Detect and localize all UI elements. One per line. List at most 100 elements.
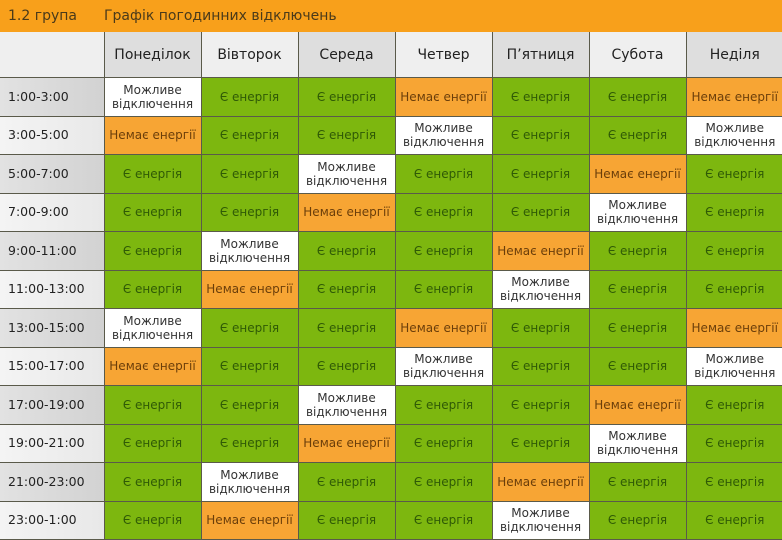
status-cell-yes: Є енергія (394, 423, 493, 463)
status-cell-no: Немає енергії (491, 462, 590, 502)
table-row: 11:00-13:00 Є енергія Немає енергії Є енерг… (0, 269, 782, 309)
status-cell-no: Немає енергії (200, 500, 299, 540)
group-label: 1.2 група (8, 8, 77, 24)
time-slot: 19:00-21:00 (0, 423, 105, 463)
status-cell-no: Немає енергії (394, 308, 493, 348)
status-cell-yes: Є енергія (588, 308, 687, 348)
status-cell-yes: Є енергія (103, 154, 202, 194)
table-row: 23:00-1:00 Є енергія Немає енергії Є енергі… (0, 500, 782, 540)
status-cell-no: Немає енергії (103, 115, 202, 155)
status-cell-maybe: Можливе відключення (588, 192, 687, 232)
status-cell-no: Немає енергії (491, 231, 590, 271)
status-cell-yes: Є енергія (491, 77, 590, 117)
status-cell-yes: Є енергія (200, 154, 299, 194)
status-cell-yes: Є енергія (685, 385, 782, 425)
time-slot: 21:00-23:00 (0, 462, 105, 502)
table-row: 19:00-21:00 Є енергія Є енергія Немає енерг… (0, 423, 782, 463)
schedule-body: 1:00-3:00 Можливе відключення Є енергія Є е… (0, 77, 782, 540)
time-slot: 11:00-13:00 (0, 269, 105, 309)
corner-cell (0, 32, 105, 78)
time-slot: 7:00-9:00 (0, 192, 105, 232)
status-cell-yes: Є енергія (200, 308, 299, 348)
status-cell-yes: Є енергія (200, 423, 299, 463)
status-cell-yes: Є енергія (685, 500, 782, 540)
status-cell-yes: Є енергія (103, 192, 202, 232)
status-cell-yes: Є енергія (491, 154, 590, 194)
status-cell-no: Немає енергії (297, 423, 396, 463)
table-row: 17:00-19:00 Є енергія Є енергія Можливе від… (0, 385, 782, 425)
day-header: П’ятниця (491, 32, 590, 78)
table-row: 1:00-3:00 Можливе відключення Є енергія Є е… (0, 77, 782, 117)
time-slot: 9:00-11:00 (0, 231, 105, 271)
header-row: Понеділок Вівторок Середа Четвер П’ятниця Суб… (0, 32, 782, 78)
status-cell-yes: Є енергія (297, 462, 396, 502)
status-cell-yes: Є енергія (491, 423, 590, 463)
time-slot: 17:00-19:00 (0, 385, 105, 425)
day-header: Середа (297, 32, 396, 78)
table-row: 15:00-17:00 Немає енергії Є енергія Є енерг… (0, 346, 782, 386)
status-cell-yes: Є енергія (297, 115, 396, 155)
status-cell-yes: Є енергія (588, 346, 687, 386)
status-cell-yes: Є енергія (588, 500, 687, 540)
status-cell-yes: Є енергія (588, 115, 687, 155)
status-cell-yes: Є енергія (103, 269, 202, 309)
status-cell-yes: Є енергія (394, 462, 493, 502)
status-cell-yes: Є енергія (685, 231, 782, 271)
title-bar: 1.2 група Графік погодинних відключень (0, 0, 782, 32)
time-slot: 13:00-15:00 (0, 308, 105, 348)
status-cell-maybe: Можливе відключення (200, 462, 299, 502)
status-cell-yes: Є енергія (103, 500, 202, 540)
time-slot: 1:00-3:00 (0, 77, 105, 117)
table-row: 7:00-9:00 Є енергія Є енергія Немає енергії… (0, 192, 782, 232)
day-header: Четвер (394, 32, 493, 78)
status-cell-yes: Є енергія (394, 385, 493, 425)
status-cell-maybe: Можливе відключення (103, 77, 202, 117)
status-cell-yes: Є енергія (685, 154, 782, 194)
status-cell-maybe: Можливе відключення (297, 385, 396, 425)
status-cell-maybe: Можливе відключення (491, 500, 590, 540)
status-cell-yes: Є енергія (394, 231, 493, 271)
day-header: Понеділок (103, 32, 202, 78)
time-slot: 5:00-7:00 (0, 154, 105, 194)
schedule-table: Понеділок Вівторок Середа Четвер П’ятниця Суб… (0, 32, 782, 540)
status-cell-yes: Є енергія (685, 192, 782, 232)
status-cell-no: Немає енергії (685, 77, 782, 117)
status-cell-maybe: Можливе відключення (103, 308, 202, 348)
time-slot: 15:00-17:00 (0, 346, 105, 386)
day-header: Неділя (685, 32, 782, 78)
status-cell-yes: Є енергія (394, 269, 493, 309)
table-row: 13:00-15:00 Можливе відключення Є енергія Є… (0, 308, 782, 348)
status-cell-yes: Є енергія (297, 231, 396, 271)
status-cell-yes: Є енергія (297, 269, 396, 309)
status-cell-yes: Є енергія (685, 423, 782, 463)
status-cell-yes: Є енергія (297, 346, 396, 386)
status-cell-no: Немає енергії (200, 269, 299, 309)
status-cell-no: Немає енергії (588, 154, 687, 194)
table-row: 5:00-7:00 Є енергія Є енергія Можливе відкл… (0, 154, 782, 194)
status-cell-maybe: Можливе відключення (588, 423, 687, 463)
status-cell-yes: Є енергія (103, 462, 202, 502)
status-cell-maybe: Можливе відключення (685, 346, 782, 386)
time-slot: 3:00-5:00 (0, 115, 105, 155)
status-cell-yes: Є енергія (103, 423, 202, 463)
status-cell-yes: Є енергія (200, 192, 299, 232)
status-cell-maybe: Можливе відключення (200, 231, 299, 271)
status-cell-yes: Є енергія (297, 308, 396, 348)
status-cell-yes: Є енергія (297, 500, 396, 540)
status-cell-no: Немає енергії (394, 77, 493, 117)
status-cell-yes: Є енергія (685, 462, 782, 502)
table-row: 21:00-23:00 Є енергія Можливе відключення Є… (0, 462, 782, 502)
status-cell-yes: Є енергія (588, 77, 687, 117)
status-cell-yes: Є енергія (200, 115, 299, 155)
status-cell-yes: Є енергія (588, 231, 687, 271)
day-header: Вівторок (200, 32, 299, 78)
table-row: 9:00-11:00 Є енергія Можливе відключення Є … (0, 231, 782, 271)
status-cell-yes: Є енергія (588, 462, 687, 502)
status-cell-maybe: Можливе відключення (491, 269, 590, 309)
status-cell-yes: Є енергія (200, 77, 299, 117)
status-cell-yes: Є енергія (394, 500, 493, 540)
status-cell-yes: Є енергія (200, 385, 299, 425)
status-cell-maybe: Можливе відключення (394, 346, 493, 386)
status-cell-no: Немає енергії (685, 308, 782, 348)
status-cell-yes: Є енергія (491, 115, 590, 155)
